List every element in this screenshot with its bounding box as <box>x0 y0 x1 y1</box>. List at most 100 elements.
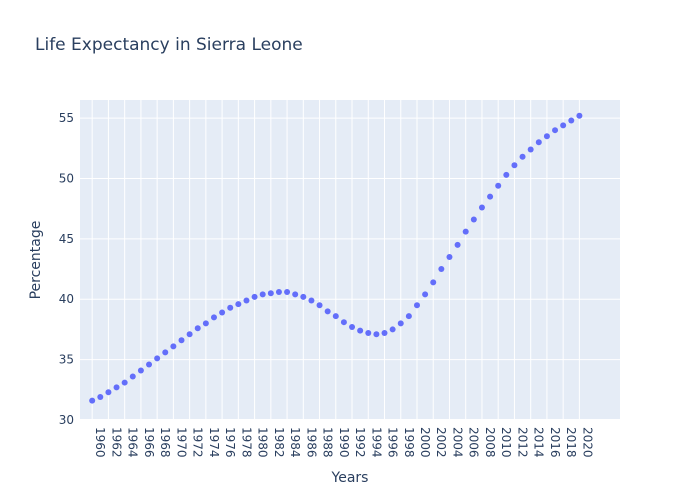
data-point[interactable] <box>267 290 274 297</box>
data-point[interactable] <box>284 289 291 295</box>
data-point[interactable] <box>178 337 185 344</box>
data-point[interactable] <box>495 182 502 189</box>
data-point[interactable] <box>292 291 299 298</box>
x-tick-label: 2006 <box>467 427 481 458</box>
data-point[interactable] <box>568 117 575 124</box>
data-point[interactable] <box>454 241 461 248</box>
data-point[interactable] <box>527 146 534 153</box>
data-point[interactable] <box>535 139 542 146</box>
x-tick-label: 2004 <box>450 427 464 458</box>
data-point[interactable] <box>543 133 550 140</box>
data-point[interactable] <box>340 319 347 326</box>
plot-area <box>80 100 620 420</box>
data-point[interactable] <box>251 293 258 300</box>
data-point[interactable] <box>235 301 242 308</box>
data-point[interactable] <box>300 293 307 300</box>
data-point[interactable] <box>446 253 453 260</box>
x-axis-ticks: 1960 1962 1964 1966 1968 1970 1972 1974 1976 1978… <box>93 427 594 458</box>
data-point[interactable] <box>422 291 429 298</box>
x-tick-label: 1990 <box>337 427 351 458</box>
x-tick-label: 1976 <box>223 427 237 458</box>
data-point[interactable] <box>219 309 226 316</box>
data-point[interactable] <box>511 162 518 169</box>
data-point[interactable] <box>89 397 96 404</box>
x-tick-label: 1996 <box>386 427 400 458</box>
data-point[interactable] <box>121 379 128 386</box>
data-point[interactable] <box>227 304 234 311</box>
x-tick-label: 2012 <box>515 427 529 458</box>
y-tick-label: 50 <box>59 171 74 185</box>
data-point[interactable] <box>576 112 583 119</box>
x-tick-label: 1972 <box>191 427 205 458</box>
data-point[interactable] <box>259 291 266 298</box>
data-point[interactable] <box>349 324 356 331</box>
data-point[interactable] <box>97 394 104 401</box>
data-point[interactable] <box>146 361 153 368</box>
data-point[interactable] <box>324 308 331 315</box>
data-point[interactable] <box>113 384 120 391</box>
data-point[interactable] <box>332 313 339 320</box>
x-tick-label: 2020 <box>580 427 594 458</box>
x-tick-label: 2002 <box>434 427 448 458</box>
data-point[interactable] <box>162 349 169 356</box>
x-tick-label: 2018 <box>564 427 578 458</box>
data-point[interactable] <box>186 331 193 338</box>
data-point[interactable] <box>137 367 144 374</box>
data-point[interactable] <box>194 325 201 332</box>
y-tick-label: 55 <box>59 111 74 125</box>
data-point[interactable] <box>552 127 559 134</box>
x-tick-label: 1988 <box>321 427 335 458</box>
x-tick-label: 1970 <box>174 427 188 458</box>
data-point[interactable] <box>397 320 404 327</box>
y-axis-title: Percentage <box>28 221 44 300</box>
data-points <box>89 112 583 404</box>
data-point[interactable] <box>373 331 380 338</box>
chart-title: Life Expectancy in Sierra Leone <box>35 35 303 55</box>
data-point[interactable] <box>308 297 315 304</box>
gridlines <box>80 100 620 421</box>
x-tick-label: 1978 <box>239 427 253 458</box>
data-point[interactable] <box>389 326 396 333</box>
data-point[interactable] <box>365 330 372 337</box>
data-point[interactable] <box>105 389 112 396</box>
y-tick-label: 45 <box>59 232 74 246</box>
data-point[interactable] <box>405 313 412 320</box>
x-tick-label: 2014 <box>532 427 546 458</box>
x-tick-label: 1998 <box>402 427 416 458</box>
data-point[interactable] <box>413 302 420 309</box>
data-point[interactable] <box>438 266 445 273</box>
x-tick-label: 1974 <box>207 427 221 458</box>
data-point[interactable] <box>129 373 136 380</box>
x-tick-label: 1964 <box>126 427 140 458</box>
data-point[interactable] <box>275 289 282 295</box>
x-tick-label: 1960 <box>93 427 107 458</box>
data-point[interactable] <box>170 343 177 350</box>
data-point[interactable] <box>154 355 161 362</box>
x-tick-label: 1968 <box>158 427 172 458</box>
data-point[interactable] <box>210 314 217 321</box>
x-tick-label: 2010 <box>499 427 513 458</box>
data-point[interactable] <box>357 327 364 334</box>
x-tick-label: 1994 <box>369 427 383 458</box>
x-tick-label: 1984 <box>288 427 302 458</box>
x-tick-label: 1992 <box>353 427 367 458</box>
y-tick-label: 40 <box>59 292 74 306</box>
y-tick-label: 35 <box>59 353 74 367</box>
data-point[interactable] <box>503 171 510 178</box>
data-point[interactable] <box>519 153 526 160</box>
y-axis-ticks: 30 35 40 45 50 55 <box>59 111 74 427</box>
data-point[interactable] <box>243 297 250 304</box>
data-point[interactable] <box>478 204 485 211</box>
data-point[interactable] <box>430 279 437 286</box>
data-point[interactable] <box>462 228 469 235</box>
x-tick-label: 1986 <box>304 427 318 458</box>
data-point[interactable] <box>316 302 323 309</box>
data-point[interactable] <box>381 330 388 337</box>
x-tick-label: 1962 <box>109 427 123 458</box>
data-point[interactable] <box>202 320 209 327</box>
x-tick-label: 2008 <box>483 427 497 458</box>
data-point[interactable] <box>560 122 567 129</box>
data-point[interactable] <box>470 216 477 223</box>
data-point[interactable] <box>487 193 494 200</box>
